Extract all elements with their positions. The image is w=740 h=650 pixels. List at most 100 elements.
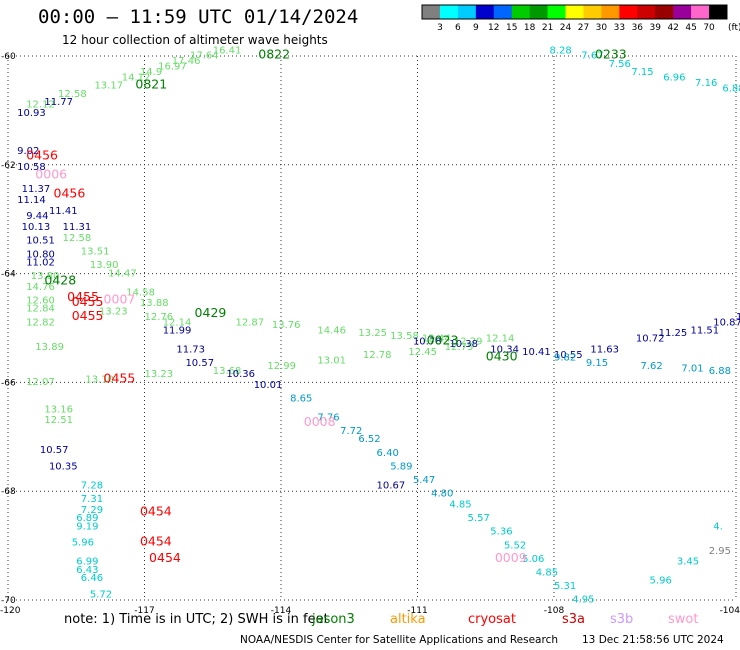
time-label: 0454 xyxy=(140,534,172,549)
time-label: 0455 xyxy=(72,308,104,323)
swh-value: 5.96 xyxy=(72,538,94,549)
time-label: 0006 xyxy=(35,166,67,181)
swh-value: 11.77 xyxy=(44,97,73,108)
swh-value: 16.97 xyxy=(158,62,187,73)
swh-value: 10.67 xyxy=(377,480,406,491)
swh-value: 7.67 xyxy=(581,51,603,62)
colorbar-swatch xyxy=(709,5,728,19)
swh-value: 12.58 xyxy=(58,89,87,100)
colorbar-label: 30 xyxy=(596,23,608,33)
grid xyxy=(7,55,737,601)
swh-value: 13.23 xyxy=(99,306,128,317)
colorbar-swatch xyxy=(691,5,710,19)
time-label: 0430 xyxy=(486,349,518,364)
swh-value: 10.38 xyxy=(449,339,478,350)
swh-value: 12.82 xyxy=(26,317,55,328)
footer-timestamp: 13 Dec 21:58:56 UTC 2024 xyxy=(582,634,724,646)
swh-value: 11.73 xyxy=(176,344,205,355)
swh-value: 5.89 xyxy=(390,461,412,472)
swh-value: 7.16 xyxy=(695,78,717,89)
swh-value: 12.99 xyxy=(267,361,296,372)
colorbar-label: 45 xyxy=(685,23,696,33)
colorbar-label: 70 xyxy=(703,23,715,33)
colorbar-swatch xyxy=(583,5,602,19)
swh-value: 9.44 xyxy=(26,211,48,222)
swh-value: 13.17 xyxy=(94,81,123,92)
swh-value: 7.72 xyxy=(340,426,362,437)
swh-value: 13.89 xyxy=(35,342,64,353)
swh-value: 6.52 xyxy=(358,434,380,445)
colorbar-label: 42 xyxy=(667,23,678,33)
y-tick-label: -66 xyxy=(1,378,16,388)
swh-value: 12.14 xyxy=(486,334,515,345)
swh-value: 12.44 xyxy=(422,334,451,345)
y-tick-label: -64 xyxy=(1,270,16,280)
swh-value: 14.9 xyxy=(140,67,162,78)
swh-value: 7.01 xyxy=(681,364,703,375)
colorbar-swatch xyxy=(493,5,513,19)
colorbar-swatch xyxy=(565,5,584,19)
swh-value: 13.76 xyxy=(272,320,301,331)
x-tick-label: -111 xyxy=(407,606,427,616)
swh-value: 8.65 xyxy=(290,393,312,404)
satellite-s3a: s3a xyxy=(562,612,586,627)
swh-value: 4.95 xyxy=(572,595,594,606)
swh-value: 5.72 xyxy=(90,589,112,600)
swh-value: 5.57 xyxy=(468,513,490,524)
swh-value: 6.88 xyxy=(722,83,740,94)
time-label: 0023 xyxy=(427,332,459,347)
swh-value: 5.96 xyxy=(650,576,672,587)
swh-value: 6.46 xyxy=(81,573,103,584)
swh-value: 9.82 xyxy=(554,353,576,364)
swh-value: 6.88 xyxy=(709,366,731,377)
x-tick-label: -114 xyxy=(271,606,292,616)
swh-value: 6.99 xyxy=(76,557,98,568)
swh-value: 10.41 xyxy=(522,347,551,358)
swh-value: 10.58 xyxy=(17,162,46,173)
swh-value: 9.02 xyxy=(17,146,39,157)
swh-value: 10.78 xyxy=(413,336,442,347)
time-label: 0428 xyxy=(44,272,76,287)
satellite-cryosat: cryosat xyxy=(468,612,516,627)
swh-value: 13.51 xyxy=(81,247,110,258)
swh-value: 14.12 xyxy=(122,72,151,83)
swh-value: 13.88 xyxy=(140,298,169,309)
colorbar-frame xyxy=(421,4,728,20)
time-label: 0454 xyxy=(149,550,181,565)
time-label: 0233 xyxy=(595,47,627,62)
swh-value: 5.52 xyxy=(504,540,526,551)
swh-value: 10.57 xyxy=(40,445,69,456)
swh-value: 14.46 xyxy=(317,325,346,336)
swh-value: 12.87 xyxy=(236,317,265,328)
swh-value: 10.57 xyxy=(185,358,214,369)
swh-value: 13.01 xyxy=(317,355,346,366)
chart-subtitle: 12 hour collection of altimeter wave hei… xyxy=(62,33,328,47)
colorbar-swatch xyxy=(529,5,548,19)
colorbar-label: 18 xyxy=(524,23,536,33)
swh-value: 12.07 xyxy=(26,377,55,388)
swh-value: 4.85 xyxy=(536,568,558,579)
y-tick-label: -70 xyxy=(1,596,16,606)
satellite-altika: altika xyxy=(390,612,426,627)
swh-value: 10.93 xyxy=(17,108,46,119)
swh-value: 12.14 xyxy=(163,317,192,328)
time-label: 0429 xyxy=(195,305,227,320)
swh-value: 10.36 xyxy=(226,369,255,380)
swh-value: 12.58 xyxy=(63,233,92,244)
colorbar-label: 15 xyxy=(506,23,517,33)
swh-value: 14.47 xyxy=(108,268,137,279)
time-label: 0454 xyxy=(140,504,172,519)
swh-value: 7.62 xyxy=(640,361,662,372)
colorbar-swatch xyxy=(655,5,674,19)
swh-value: 4.85 xyxy=(449,500,471,511)
swh-value: 10.51 xyxy=(26,236,55,247)
footer-note: note: 1) Time is in UTC; 2) SWH is in fe… xyxy=(64,612,329,627)
swh-value: 6.96 xyxy=(663,72,685,83)
swh-value: 3.45 xyxy=(677,557,699,568)
swh-value: 12.12 xyxy=(26,100,55,111)
time-label: 0821 xyxy=(135,77,167,92)
swh-value: 7.28 xyxy=(81,480,103,491)
swh-value: 12.51 xyxy=(44,415,73,426)
